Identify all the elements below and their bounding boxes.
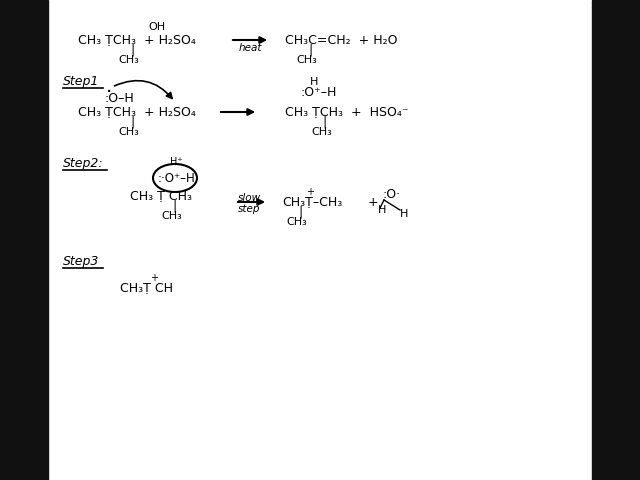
Text: CH₃: CH₃: [118, 55, 139, 65]
Bar: [592, 0, 640, 480]
Text: |: |: [130, 116, 134, 129]
Text: CH₃ ṬCH₃  + H₂SO₄: CH₃ ṬCH₃ + H₂SO₄: [78, 106, 196, 119]
Text: H⁺: H⁺: [170, 157, 182, 167]
Text: +: +: [150, 273, 158, 283]
Text: CH₃: CH₃: [311, 127, 332, 137]
Text: CH₃ ṬCH₃  + H₂SO₄: CH₃ ṬCH₃ + H₂SO₄: [78, 34, 196, 47]
Text: CH₃: CH₃: [161, 211, 182, 221]
Text: H: H: [378, 205, 387, 215]
Text: CH₃Ṭ CH: CH₃Ṭ CH: [120, 281, 173, 295]
Text: |: |: [308, 44, 312, 57]
Text: Step3: Step3: [63, 255, 99, 268]
Text: CH₃C=CH₂  + H₂O: CH₃C=CH₂ + H₂O: [285, 34, 397, 47]
Text: :O⁺–H: :O⁺–H: [300, 85, 337, 98]
Text: |: |: [173, 200, 177, 213]
Text: CH₃ ṬCH₃  +  HSO₄⁻: CH₃ ṬCH₃ + HSO₄⁻: [285, 106, 408, 119]
Text: :·O⁺–H: :·O⁺–H: [158, 171, 196, 184]
Text: +: +: [368, 195, 383, 208]
Text: CH₃: CH₃: [296, 55, 317, 65]
Text: Step1: Step1: [63, 75, 99, 88]
Text: CH₃: CH₃: [118, 127, 139, 137]
Text: :O·: :O·: [382, 188, 400, 201]
Text: Step2:: Step2:: [63, 157, 104, 170]
Text: OH: OH: [148, 22, 165, 32]
Text: |: |: [130, 44, 134, 57]
Text: heat: heat: [238, 43, 262, 53]
Text: H: H: [310, 77, 318, 87]
Text: step: step: [238, 204, 260, 214]
Text: slow: slow: [238, 193, 261, 203]
Text: +: +: [306, 187, 314, 197]
Text: ·: ·: [106, 83, 112, 101]
Text: |: |: [323, 116, 327, 129]
Text: CH₃Ṭ–CH₃: CH₃Ṭ–CH₃: [282, 195, 342, 208]
Text: :O–H: :O–H: [105, 92, 135, 105]
Text: CH₃: CH₃: [286, 217, 307, 227]
Text: CH₃ Ṭ CH₃: CH₃ Ṭ CH₃: [130, 190, 192, 203]
Bar: [0, 0, 48, 480]
Text: H: H: [400, 209, 408, 219]
Text: |: |: [298, 205, 302, 218]
